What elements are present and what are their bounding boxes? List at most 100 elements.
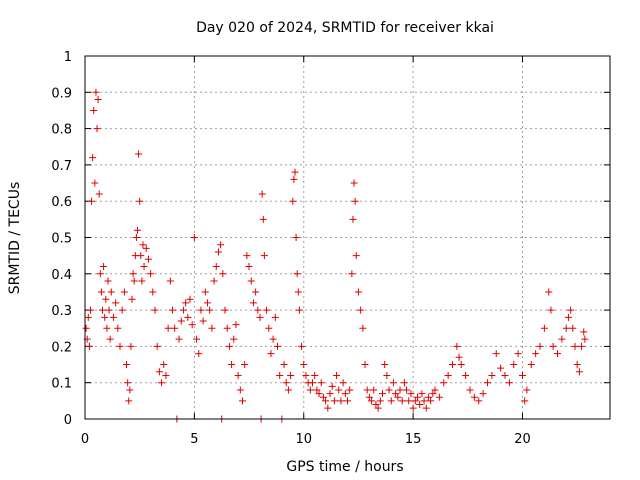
data-point <box>527 361 535 369</box>
data-point <box>505 379 513 387</box>
data-point <box>484 379 491 387</box>
data-point <box>102 295 110 303</box>
data-point <box>130 277 138 285</box>
data-point <box>89 154 97 162</box>
data-point <box>420 397 428 405</box>
data-point <box>90 106 98 114</box>
data-point <box>175 335 183 343</box>
data-point <box>155 368 163 376</box>
data-point <box>381 361 389 369</box>
data-point <box>252 288 260 296</box>
data-point <box>179 306 187 314</box>
x-tick-label: 20 <box>514 432 531 447</box>
data-point <box>160 361 168 369</box>
data-point <box>536 342 544 350</box>
data-point <box>256 313 264 321</box>
data-point <box>313 386 321 394</box>
data-point <box>418 390 426 398</box>
data-point <box>105 306 113 314</box>
data-point <box>300 361 308 369</box>
data-point <box>330 397 338 405</box>
data-point <box>128 295 136 303</box>
data-point <box>302 371 310 379</box>
y-tick-labels: 0 0.1 0.2 0.3 0.4 0.5 0.6 0.7 0.8 0.9 1 <box>51 50 72 428</box>
data-point <box>193 335 201 343</box>
data-point <box>359 324 367 332</box>
data-point <box>230 335 238 343</box>
data-point <box>182 299 190 307</box>
plot-frame <box>84 55 611 420</box>
data-point <box>295 306 303 314</box>
data-point <box>352 252 360 260</box>
data-point <box>271 313 279 321</box>
data-point <box>267 350 275 358</box>
data-point <box>287 371 295 379</box>
x-tick-labels: 0 5 10 15 20 <box>81 432 531 447</box>
data-point <box>383 371 391 379</box>
data-point <box>284 386 292 394</box>
data-point <box>411 397 419 405</box>
data-point <box>424 393 432 401</box>
data-point <box>112 299 120 307</box>
data-point <box>374 404 382 412</box>
data-point <box>385 386 393 394</box>
data-point <box>293 270 301 278</box>
data-point <box>319 393 327 401</box>
data-point <box>223 324 231 332</box>
data-point <box>444 371 452 379</box>
data-point <box>291 168 299 176</box>
data-point <box>116 342 124 350</box>
data-point <box>225 342 233 350</box>
data-point <box>335 386 343 394</box>
data-point <box>400 379 408 387</box>
data-point <box>501 371 509 379</box>
data-point <box>221 306 229 314</box>
data-point <box>571 342 579 350</box>
data-point <box>339 379 347 387</box>
data-point <box>118 306 126 314</box>
data-point <box>429 390 437 398</box>
data-point <box>153 342 161 350</box>
data-points <box>82 88 589 423</box>
data-point <box>265 324 273 332</box>
data-point <box>405 397 413 405</box>
data-point <box>132 234 140 241</box>
x-tick-label: 5 <box>190 432 198 447</box>
data-point <box>201 288 209 296</box>
data-point <box>457 361 465 369</box>
data-point <box>449 361 456 369</box>
data-point <box>134 226 141 234</box>
data-point <box>239 397 246 405</box>
data-point <box>389 379 397 387</box>
data-point <box>208 324 216 332</box>
data-point <box>466 386 474 394</box>
data-point <box>195 350 203 358</box>
data-point <box>521 397 529 405</box>
data-point <box>396 386 404 394</box>
data-point <box>186 295 194 303</box>
y-axis-label: SRMTID / TECUs <box>7 182 23 295</box>
data-point <box>387 397 395 405</box>
data-point <box>206 306 214 314</box>
data-point <box>549 342 557 350</box>
data-point <box>326 390 334 398</box>
data-point <box>346 386 354 394</box>
y-tick-label: 0.6 <box>51 195 72 210</box>
data-point <box>578 342 586 350</box>
data-point <box>567 306 575 314</box>
data-point <box>510 361 518 369</box>
data-point <box>86 306 94 314</box>
y-tick-label: 0.7 <box>51 159 72 174</box>
data-point <box>151 306 159 314</box>
data-point <box>532 350 540 358</box>
data-point <box>99 306 106 314</box>
data-point <box>398 397 406 405</box>
y-tick-label: 0.3 <box>51 304 72 319</box>
data-point <box>453 342 461 350</box>
data-point <box>523 386 531 394</box>
data-point <box>217 241 225 249</box>
y-tick-label: 0.4 <box>51 268 72 283</box>
data-point <box>254 306 262 314</box>
data-point <box>228 361 236 369</box>
